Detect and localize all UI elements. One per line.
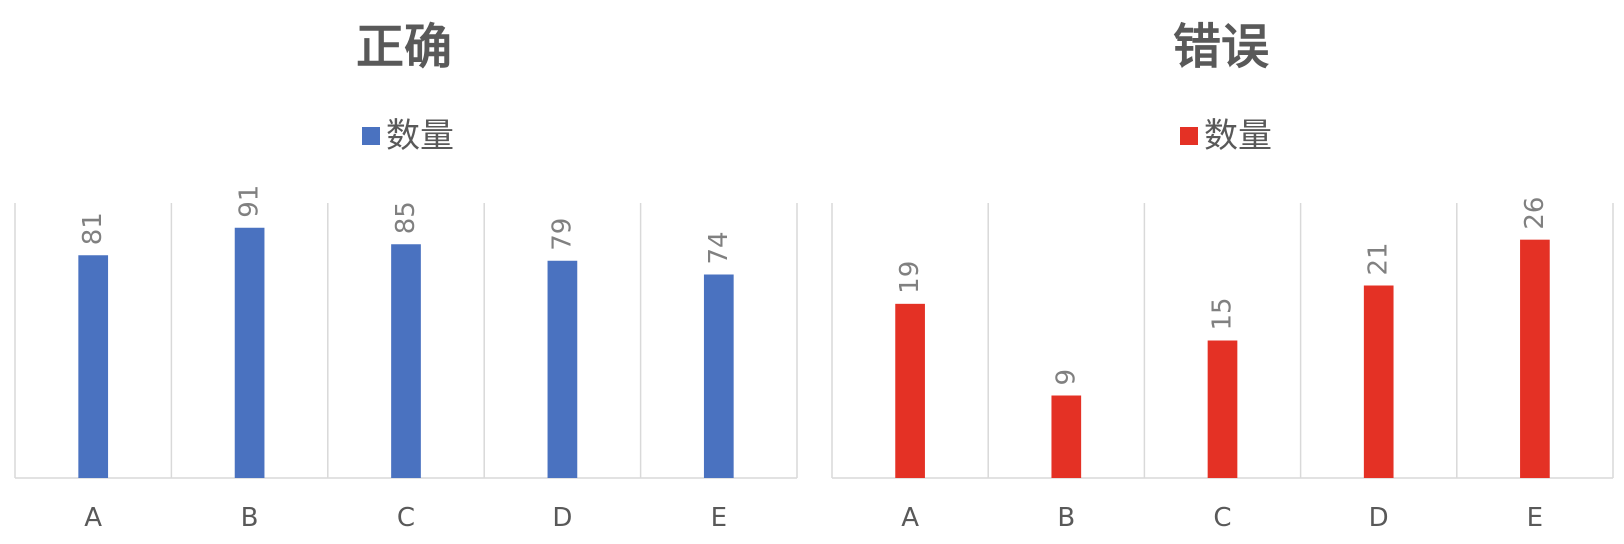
data-label: 9: [1051, 369, 1081, 386]
data-label: 91: [235, 185, 265, 218]
bar-A: [895, 303, 925, 478]
x-tick-label: C: [397, 503, 415, 533]
bar-D: [547, 260, 578, 478]
legend: 数量: [362, 116, 454, 156]
legend-label: 数量: [1204, 116, 1272, 156]
x-tick-label: D: [1369, 503, 1389, 533]
data-label: 81: [78, 212, 108, 245]
bar-C: [1207, 340, 1238, 478]
bar-E: [1520, 239, 1550, 478]
x-tick-label: C: [1213, 503, 1231, 533]
chart-title: 正确: [356, 19, 452, 75]
chart-title: 错误: [1173, 19, 1269, 75]
bar-C: [391, 244, 421, 478]
x-tick-label: B: [241, 503, 259, 533]
data-label: 74: [704, 231, 734, 264]
bar-A: [78, 255, 109, 478]
data-label: 26: [1520, 197, 1550, 230]
legend: 数量: [1180, 116, 1272, 156]
bar-E: [703, 274, 734, 478]
x-tick-label: D: [552, 503, 572, 533]
bar-D: [1363, 285, 1394, 478]
x-tick-label: A: [84, 503, 102, 533]
legend-label: 数量: [386, 116, 454, 156]
data-label: 85: [391, 201, 421, 234]
x-tick-label: B: [1057, 503, 1075, 533]
data-label: 21: [1364, 242, 1394, 275]
legend-swatch: [362, 127, 380, 145]
data-label: 19: [895, 261, 925, 294]
bar-B: [234, 227, 265, 478]
x-tick-label: A: [901, 503, 919, 533]
data-label: 15: [1208, 297, 1238, 330]
bar-B: [1051, 395, 1082, 478]
legend-swatch: [1180, 127, 1198, 145]
x-tick-label: E: [1527, 503, 1543, 533]
x-tick-label: E: [711, 503, 727, 533]
data-label: 79: [547, 218, 577, 251]
